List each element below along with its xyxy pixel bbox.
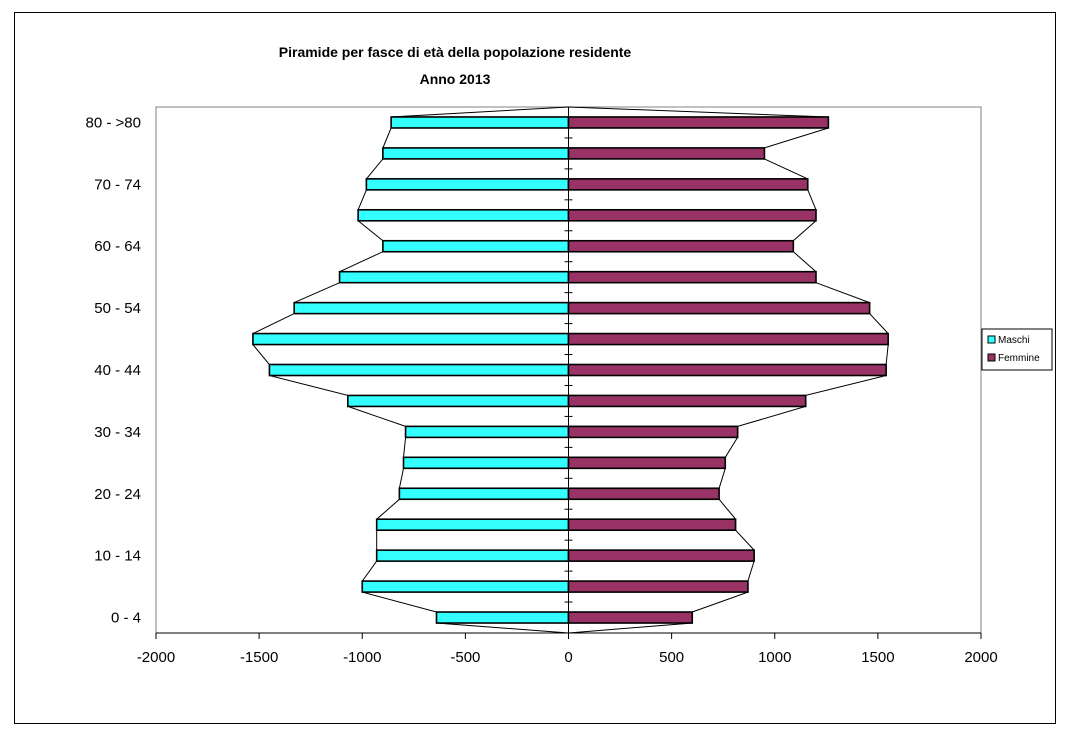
bar-maschi-0 [435,611,570,624]
bar-femmine-9 [567,332,889,346]
bar-femmine-11 [567,270,817,284]
bar-maschi-4 [398,487,570,501]
bar-maschi-2 [375,549,570,562]
bar-maschi-11 [338,270,570,284]
y-tick-label: 40 - 44 [94,362,141,379]
y-tick-label: 50 - 54 [94,300,141,317]
bar-femmine-14 [567,178,809,191]
bar-maschi-6 [404,425,570,439]
bar-maschi-14 [365,178,570,191]
bar-maschi-5 [402,456,570,470]
y-tick-label: 60 - 64 [94,238,141,255]
bar-maschi-15 [382,147,570,160]
tick-labels-layer: -2000 -1500 -1000 -500 0 500 1000 1500 2000 0 - 4… [86,114,998,666]
chart-title: Piramide per fasce di età della popolazi… [279,44,632,60]
chart-frame: Piramide per fasce di età della popolazi… [14,12,1056,724]
bar-maschi-7 [347,394,570,408]
bar-maschi-16 [390,116,570,129]
bar-maschi-3 [375,518,570,532]
bar-femmine-0 [567,611,694,624]
bar-maschi-12 [382,239,570,253]
legend: Maschi Femmine [981,328,1053,371]
bar-femmine-6 [567,425,739,439]
x-tick-label: 2000 [964,649,997,666]
x-tick-label: -500 [450,649,480,666]
bar-maschi-8 [268,363,570,377]
bar-femmine-5 [567,456,727,470]
bar-maschi-10 [293,301,570,315]
chart-subtitle: Anno 2013 [420,71,491,87]
legend-swatch-femmine [987,353,996,362]
y-tick-label: 80 - >80 [86,114,141,131]
bar-femmine-15 [567,147,766,160]
bar-maschi-9 [252,332,570,346]
y-tick-label: 30 - 34 [94,424,141,441]
x-tick-label: 500 [659,649,684,666]
population-pyramid-chart: Piramide per fasce di età della popolazi… [86,44,1053,666]
y-tick-label: 20 - 24 [94,486,141,503]
y-tick-label: 0 - 4 [111,610,141,627]
x-tick-label: 1000 [758,649,791,666]
bar-femmine-2 [567,549,755,562]
bar-femmine-8 [567,363,887,377]
bar-femmine-16 [567,116,830,129]
bar-femmine-4 [567,487,720,501]
bar-femmine-13 [567,208,817,222]
legend-label-femmine: Femmine [998,353,1040,364]
bar-femmine-10 [567,301,871,315]
bar-maschi-1 [361,580,570,593]
bar-femmine-1 [567,580,749,593]
bar-femmine-7 [567,394,807,408]
bar-femmine-12 [567,239,795,253]
x-tick-label: 0 [564,649,572,666]
y-tick-label: 10 - 14 [94,548,141,565]
legend-label-maschi: Maschi [998,335,1030,346]
x-tick-label: -1000 [343,649,381,666]
bar-femmine-3 [567,518,737,532]
x-tick-label: 1500 [861,649,894,666]
x-tick-label: -1500 [240,649,278,666]
x-tick-label: -2000 [137,649,175,666]
bar-maschi-13 [357,208,570,222]
y-tick-label: 70 - 74 [94,176,141,193]
legend-swatch-maschi [987,335,996,344]
axes-layer [155,106,982,639]
